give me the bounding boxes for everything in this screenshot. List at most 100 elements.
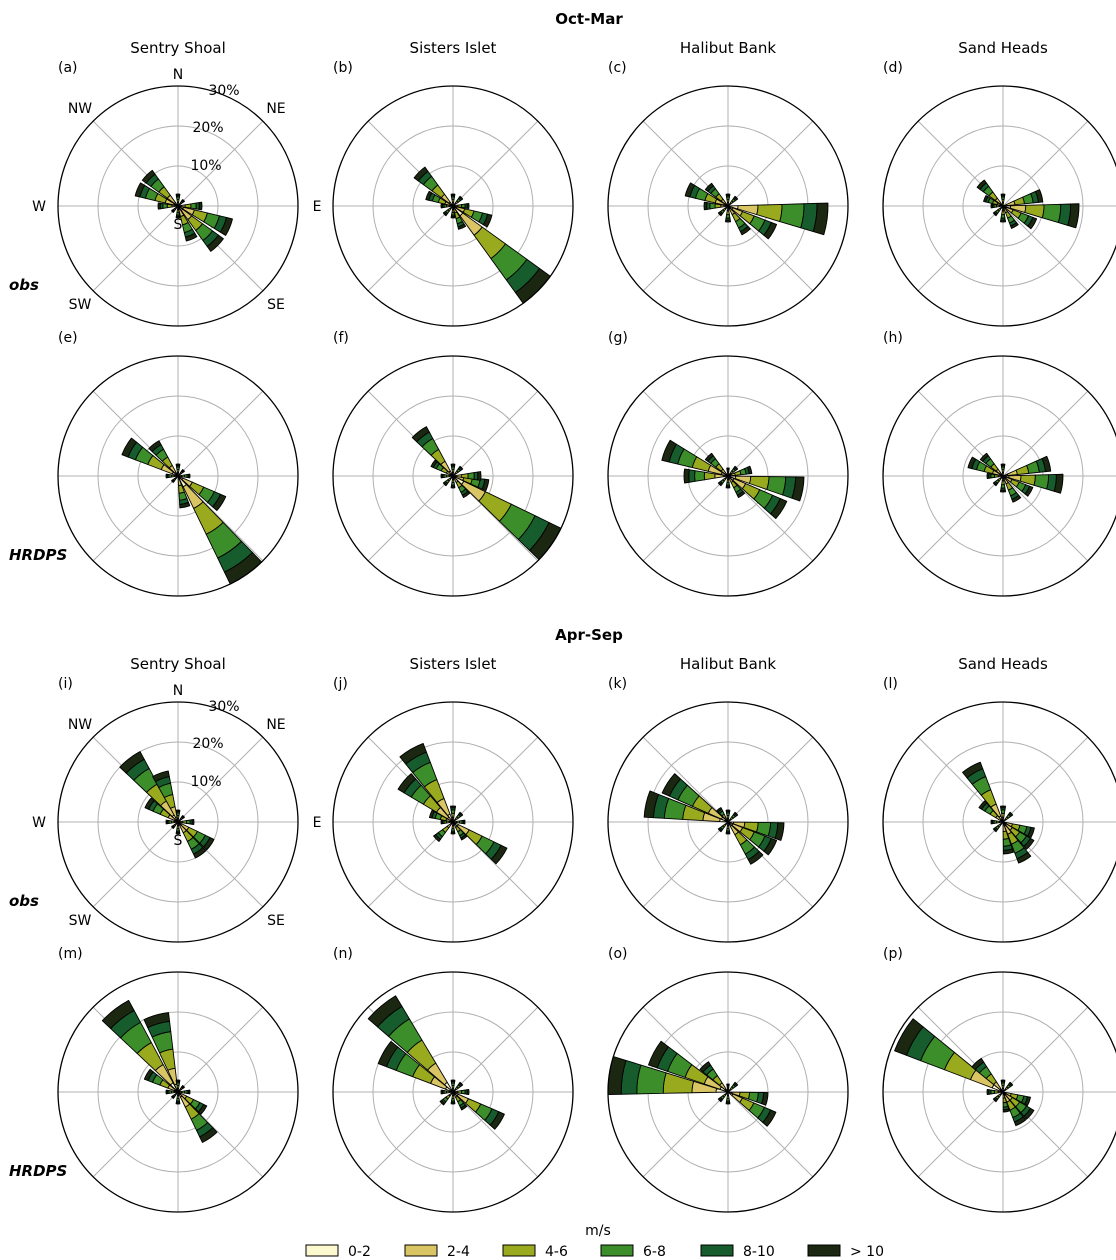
grid-spoke — [727, 390, 814, 477]
petal-segment — [175, 463, 181, 466]
wind-petal — [999, 475, 1007, 493]
station-title-sisters-islet-top: Sisters Islet — [410, 39, 497, 57]
petal-segment — [976, 179, 987, 190]
petal-segment — [990, 203, 993, 209]
petal-segment — [397, 773, 417, 794]
wind-petal — [440, 819, 454, 825]
wind-petal — [134, 182, 179, 207]
station-title-sand-heads-top: Sand Heads — [958, 39, 1048, 57]
wind-petal — [979, 452, 1004, 477]
petal-segment — [399, 743, 427, 765]
wind-petal — [175, 821, 181, 835]
petal-segment — [206, 234, 224, 252]
petal-segment — [720, 204, 727, 208]
grid-spoke — [1002, 120, 1089, 207]
wind-petal — [1002, 1091, 1011, 1113]
petal-segment — [724, 219, 732, 223]
grid-spoke — [642, 1091, 729, 1178]
wind-petal — [452, 471, 482, 481]
ring-label: 20% — [192, 736, 223, 752]
grid-spoke — [92, 475, 179, 562]
petal-segment — [184, 232, 198, 242]
wind-petal — [452, 195, 464, 207]
row-label-obs-bottom: obs — [9, 892, 39, 910]
compass-label-e: E — [313, 199, 322, 215]
petal-segment — [999, 805, 1007, 809]
wind-petal — [144, 797, 179, 823]
petal-segment — [733, 1081, 739, 1087]
wind-petal — [148, 440, 179, 477]
petal-segment — [466, 1088, 470, 1096]
wind-petal — [1002, 189, 1044, 207]
wind-petal — [413, 166, 454, 207]
petal-segment — [733, 465, 739, 471]
wind-petal — [717, 205, 729, 217]
legend-item: 4-6 — [502, 1244, 568, 1260]
petal-segment — [999, 489, 1007, 493]
wind-petal — [727, 821, 764, 865]
wind-petal — [177, 475, 191, 509]
windrose-panel: (k) — [607, 676, 849, 943]
petal-segment — [171, 209, 175, 213]
petal-segment — [440, 473, 443, 479]
ring-label: 30% — [208, 83, 239, 99]
wind-petal — [727, 1091, 777, 1127]
petal-segment — [1027, 826, 1035, 839]
petal-segment — [439, 1099, 446, 1106]
outer-ring — [332, 85, 574, 327]
wind-petal — [165, 473, 179, 479]
petal-segment — [725, 832, 731, 835]
wind-petal — [727, 1081, 739, 1093]
petal-segment — [433, 834, 441, 842]
panel-label: (k) — [608, 676, 627, 692]
petal-segment — [1027, 216, 1038, 230]
wind-petal — [177, 821, 207, 859]
wind-petal — [165, 819, 179, 825]
wind-petal — [990, 819, 1004, 825]
compass-label-w: W — [32, 199, 46, 215]
wind-petal — [999, 205, 1007, 223]
wind-petal — [1000, 193, 1006, 207]
petal-segment — [761, 1092, 769, 1106]
wind-petal — [725, 821, 731, 835]
wind-petal — [177, 205, 224, 252]
petal-segment — [979, 452, 989, 462]
petal-segment — [175, 809, 181, 812]
petal-segment — [481, 478, 490, 492]
petal-segment — [733, 811, 739, 817]
petal-segment — [763, 837, 778, 856]
wind-petal — [1002, 821, 1032, 864]
petal-segment — [725, 486, 731, 489]
panel-label: (o) — [608, 946, 628, 962]
petal-segment — [684, 182, 696, 198]
petal-segment — [181, 815, 185, 819]
wind-petal — [452, 475, 471, 499]
petal-segment — [1035, 189, 1044, 203]
petal-segment — [490, 844, 508, 865]
panel-label: (m) — [58, 946, 83, 962]
petal-segment — [184, 203, 192, 209]
compass-label-ne: NE — [266, 717, 285, 733]
wind-petal — [121, 437, 179, 477]
petal-segment — [717, 827, 723, 833]
wind-petal — [971, 1057, 1004, 1093]
wind-petal — [377, 1040, 454, 1093]
outer-ring — [332, 971, 574, 1213]
wind-petal — [978, 800, 1004, 823]
wind-petal — [1002, 1081, 1014, 1093]
petal-segment — [978, 800, 988, 810]
wind-petal — [452, 475, 562, 561]
station-title-sand-heads-bottom: Sand Heads — [958, 655, 1048, 673]
wind-petal — [727, 1091, 769, 1106]
petal-segment — [812, 202, 829, 236]
petal-segment — [143, 1012, 171, 1029]
petal-segment — [763, 221, 778, 240]
petal-segment — [219, 217, 233, 236]
petal-segment — [992, 827, 998, 833]
windrose-panel: (g) — [607, 330, 849, 597]
petal-segment — [377, 1040, 399, 1068]
windrose-panel: (h) — [882, 330, 1116, 597]
grid-spoke — [642, 475, 729, 562]
panel-label: (n) — [333, 946, 353, 962]
wind-petal — [727, 465, 753, 477]
